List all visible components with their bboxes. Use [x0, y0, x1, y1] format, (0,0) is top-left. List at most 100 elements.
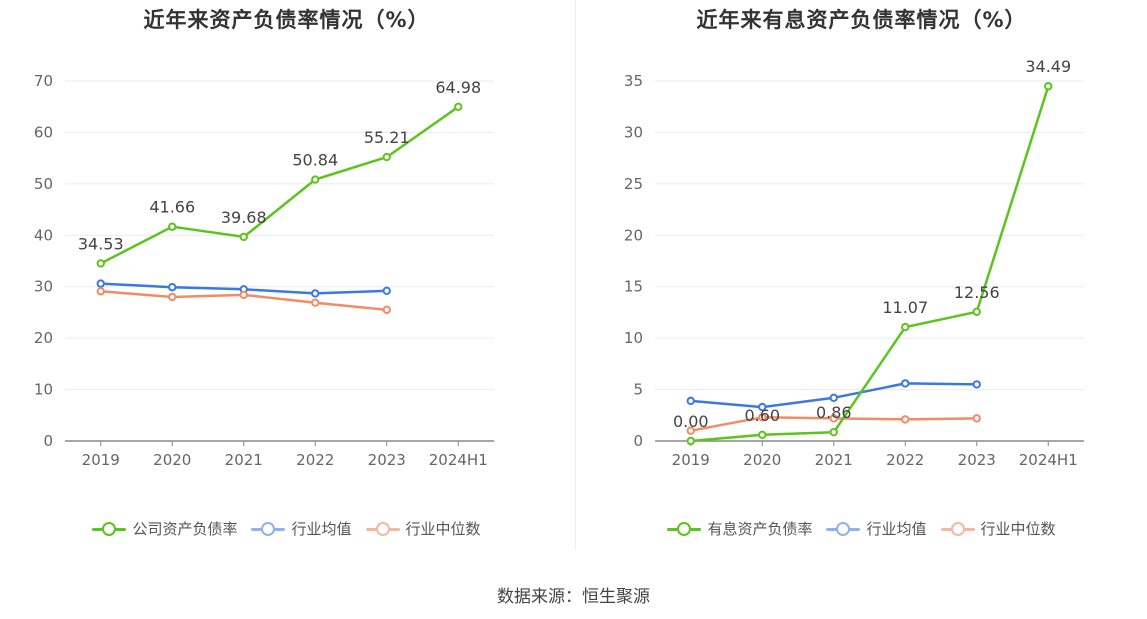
legend-label: 公司资产负债率: [132, 520, 238, 538]
series-line-1: [100, 105, 460, 265]
chart-plot-right: 0 5 10 15 20 25 30 35 2019 2020 2021 2022 2023 2024H1…: [624, 57, 1084, 469]
y-tick-label: 50: [34, 175, 53, 193]
data-label: 64.98: [435, 78, 481, 97]
data-label: 11.07: [882, 298, 928, 317]
chart-title-left: 近年来资产负债率情况（%）: [143, 8, 430, 32]
data-point: [239, 290, 248, 300]
data-point: [829, 393, 838, 402]
data-point: [382, 152, 391, 162]
data-point: [311, 289, 320, 298]
data-point: [758, 402, 767, 412]
legend-item-series-1[interactable]: 有息资产负债率: [667, 518, 812, 539]
data-point: [311, 175, 320, 184]
y-tick-label: 15: [624, 278, 643, 296]
data-label: 50.84: [292, 151, 338, 170]
legend-label: 行业均值: [866, 520, 927, 538]
legend-label: 行业中位数: [980, 520, 1056, 538]
x-tick-label: 2022: [296, 451, 334, 469]
legend-line-icon: [251, 521, 286, 537]
x-tick-label: 2021: [815, 451, 853, 469]
data-point: [972, 307, 981, 317]
data-label: 34.49: [1025, 57, 1071, 76]
chart-plot-left: 0 10 20 30 40 50 60 70 2019 2020 2021 2022 2023 2024H…: [34, 72, 494, 469]
data-point: [96, 287, 105, 296]
legend-label: 行业中位数: [405, 520, 481, 538]
data-point: [901, 415, 910, 424]
data-point: [239, 232, 248, 242]
legend-line-icon: [940, 521, 975, 537]
data-point: [96, 279, 105, 288]
legend-item-series-3[interactable]: 行业中位数: [365, 518, 481, 539]
data-point: [686, 426, 695, 435]
legend-label: 有息资产负债率: [707, 520, 813, 538]
data-source-note: 数据来源：恒生聚源: [497, 587, 650, 607]
y-tick-label: 10: [34, 381, 53, 399]
data-point: [972, 414, 981, 423]
data-point: [829, 414, 838, 423]
data-point: [168, 292, 177, 302]
y-tick-label: 0: [43, 432, 53, 450]
data-label: 55.21: [364, 128, 410, 147]
data-point: [686, 436, 695, 446]
y-tick-label: 20: [624, 226, 643, 244]
legend-right: 有息资产负债率 行业均值 行业中位数: [575, 518, 1147, 539]
legend-line-icon: [92, 521, 127, 537]
legend-item-series-2[interactable]: 行业均值: [826, 518, 927, 539]
data-label: 39.68: [221, 208, 267, 227]
data-label: 0.86: [816, 403, 852, 422]
legend-line-icon: [365, 521, 400, 537]
y-tick-label: 40: [34, 226, 53, 244]
chart-panel-left: 近年来资产负债率情况（%） 0 10 20 30 40 50 60 70 2019 2020 202…: [0, 0, 573, 560]
data-point: [758, 430, 767, 440]
x-tick-label: 2022: [886, 451, 924, 469]
data-point: [96, 259, 105, 268]
series-line-1: [690, 85, 1050, 443]
data-point: [972, 380, 981, 389]
legend-item-series-3[interactable]: 行业中位数: [940, 518, 1056, 539]
x-tick-label: 2021: [225, 451, 263, 469]
data-label: 34.53: [78, 234, 124, 253]
data-point: [686, 396, 695, 406]
x-tick-label: 2024H1: [1019, 451, 1078, 469]
data-point: [454, 102, 463, 112]
x-tick-label: 2020: [153, 451, 191, 469]
data-point: [382, 305, 391, 315]
x-tick-label: 2024H1: [429, 451, 488, 469]
y-tick-label: 30: [34, 278, 53, 296]
y-tick-label: 30: [624, 123, 643, 141]
x-tick-label: 2019: [672, 451, 710, 469]
data-point: [1044, 82, 1053, 91]
legend-item-series-1[interactable]: 公司资产负债率: [92, 518, 237, 539]
chart-title-right: 近年来有息资产负债率情况（%）: [696, 8, 1027, 32]
y-tick-label: 70: [34, 72, 53, 90]
data-point: [168, 222, 177, 231]
x-tick-label: 2019: [82, 451, 120, 469]
y-tick-label: 20: [34, 329, 53, 347]
panel-divider: [575, 0, 576, 550]
y-tick-label: 0: [633, 432, 643, 450]
data-label: 12.56: [954, 283, 1000, 302]
x-tick-label: 2023: [368, 451, 406, 469]
data-point: [829, 427, 838, 437]
legend-left: 公司资产负债率 行业均值 行业中位数: [0, 518, 573, 539]
data-point: [901, 379, 910, 388]
y-tick-label: 10: [624, 329, 643, 347]
data-label: 0.60: [744, 406, 780, 425]
legend-item-series-2[interactable]: 行业均值: [251, 518, 352, 539]
y-tick-label: 5: [633, 381, 643, 399]
data-point: [311, 298, 320, 307]
y-tick-label: 35: [624, 72, 643, 90]
y-tick-label: 60: [34, 123, 53, 141]
legend-label: 行业均值: [291, 520, 352, 538]
data-point: [901, 322, 910, 332]
y-tick-label: 25: [624, 175, 643, 193]
x-tick-label: 2023: [958, 451, 996, 469]
x-tick-label: 2020: [743, 451, 781, 469]
data-point: [758, 413, 767, 422]
chart-panel-right: 近年来有息资产负债率情况（%） 0 5 10 15 20 25 30 35 2019 2020 20…: [575, 0, 1147, 560]
data-label: 41.66: [149, 198, 195, 217]
legend-line-icon: [826, 521, 861, 537]
legend-line-icon: [667, 521, 702, 537]
data-point: [168, 283, 177, 292]
data-label: 0.00: [673, 412, 709, 431]
